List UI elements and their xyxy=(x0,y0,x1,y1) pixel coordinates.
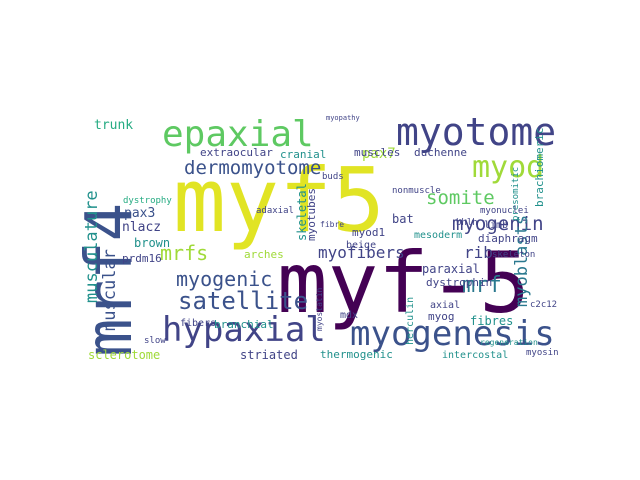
word-trunk: trunk xyxy=(94,118,134,133)
word-branchial: branchial xyxy=(214,318,274,331)
word-musculature: musculature xyxy=(82,190,102,303)
word-nonmuscle: nonmuscle xyxy=(392,186,441,196)
word-sclerotome: sclerotome xyxy=(88,348,161,362)
word-myogenin: myogenin xyxy=(452,213,544,235)
word-mdx: mdx xyxy=(340,310,359,321)
word-beige: beige xyxy=(346,240,377,251)
word-limb: limb xyxy=(484,220,509,231)
word-diaphragm: diaphragm xyxy=(478,232,538,245)
word-pax7: pax7 xyxy=(362,146,396,162)
word-myopathy: myopathy xyxy=(326,114,360,122)
word-satellite: satellite xyxy=(178,287,309,315)
word-myf-5: myf-5 xyxy=(277,234,530,332)
word-muscles: muscles xyxy=(354,146,401,159)
word-brachiomeric: brachiomeric xyxy=(533,127,546,207)
word-epaxial: epaxial xyxy=(162,114,314,155)
word-myonuclei: myonuclei xyxy=(480,206,529,216)
word-myod: myod xyxy=(472,150,545,185)
word-skeleton: skeleton xyxy=(492,250,536,260)
word-mrfs: mrfs xyxy=(160,241,209,265)
word-myogenic: myogenic xyxy=(176,267,273,291)
word-bhlh: bhlh xyxy=(456,218,478,228)
word-arches: arches xyxy=(244,248,284,261)
word-dermomyotome: dermomyotome xyxy=(184,157,322,179)
word-prdm16: prdm16 xyxy=(122,252,162,265)
word-bat: bat xyxy=(392,212,414,226)
word-extraocular: extraocular xyxy=(200,146,273,159)
word-hypaxial: hypaxial xyxy=(162,310,326,350)
word-cranial: cranial xyxy=(280,148,327,161)
word-duchenne: duchenne xyxy=(414,146,467,159)
word-herculin: herculin xyxy=(405,296,416,345)
word-myostatin: myostatin xyxy=(315,287,324,331)
word-fibre: fibre xyxy=(320,220,345,229)
word-myotubes: myotubes xyxy=(305,188,318,241)
word-somite: somite xyxy=(426,187,495,209)
word-striated: striated xyxy=(240,348,298,362)
word-axial: axial xyxy=(430,300,461,311)
word-paraxial: paraxial xyxy=(422,262,480,276)
word-dystrophy: dystrophy xyxy=(123,196,172,206)
word-muscular: muscular xyxy=(100,249,120,331)
word-c2c12: c2c12 xyxy=(530,300,558,310)
word-dystrophin: dystrophin xyxy=(426,276,493,289)
word-myod1: myod1 xyxy=(352,226,386,239)
word-nlacz: nlacz xyxy=(122,220,162,235)
word-myofibers: myofibers xyxy=(318,243,405,262)
word-regeneration: regeneration xyxy=(480,338,538,347)
word-fibers: fibers xyxy=(180,318,217,329)
word-mrf: mrf xyxy=(462,273,502,298)
word-pax3: pax3 xyxy=(124,206,156,221)
word-cloud: myf5 myf-5 mrf4 epaxial myotome hypaxial… xyxy=(80,109,560,371)
word-buds: buds xyxy=(322,172,344,182)
word-adaxial: adaxial xyxy=(256,206,294,216)
word-brown: brown xyxy=(134,236,171,250)
word-fibres: fibres xyxy=(470,314,514,328)
word-myf5: myf5 xyxy=(173,149,385,252)
word-rib: rib xyxy=(464,243,493,262)
word-myotome: myotome xyxy=(396,110,557,154)
word-mesoderm: mesoderm xyxy=(414,230,463,241)
word-myog: myog xyxy=(428,310,455,323)
word-slow: slow xyxy=(144,336,166,346)
word-myosin: myosin xyxy=(526,348,559,358)
word-intercostal: intercostal xyxy=(442,350,509,361)
word-myoblasts: myoblasts xyxy=(512,214,532,307)
word-myogenesis: myogenesis xyxy=(350,314,555,354)
word-thermogenic: thermogenic xyxy=(320,348,393,361)
